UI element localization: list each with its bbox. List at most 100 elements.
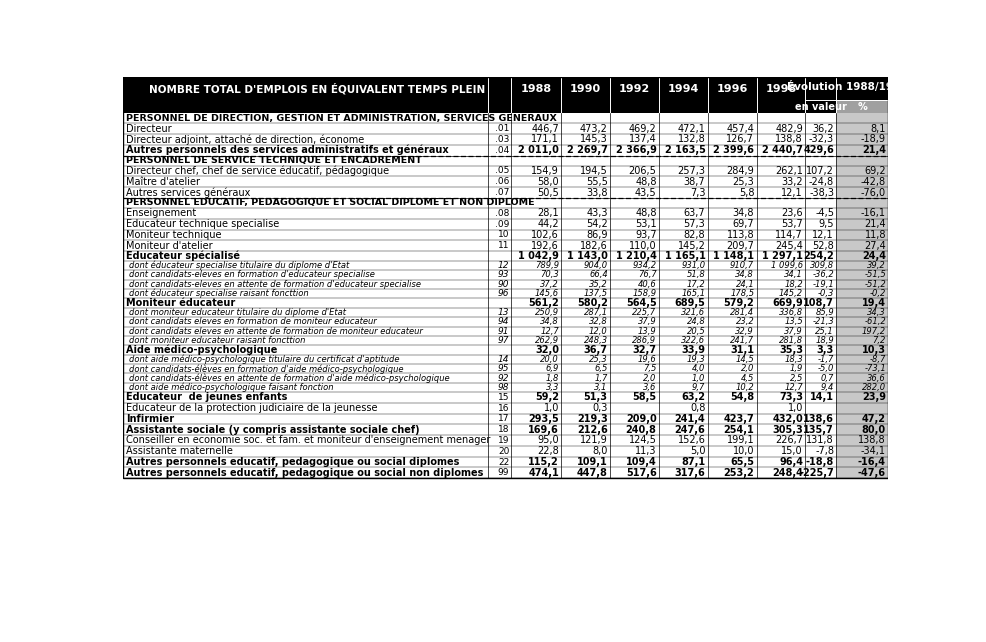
Text: 446,7: 446,7 bbox=[530, 124, 558, 134]
Text: 35,3: 35,3 bbox=[778, 345, 803, 355]
Bar bbox=[123, 229, 887, 240]
Text: 47,2: 47,2 bbox=[861, 414, 885, 424]
Text: 473,2: 473,2 bbox=[580, 124, 607, 134]
Text: 17: 17 bbox=[497, 415, 509, 424]
Text: 3,3: 3,3 bbox=[545, 383, 558, 392]
Text: 253,2: 253,2 bbox=[723, 468, 753, 478]
Text: -16,1: -16,1 bbox=[860, 209, 885, 218]
Text: -36,2: -36,2 bbox=[811, 270, 833, 279]
Text: 17,2: 17,2 bbox=[686, 280, 705, 289]
Text: -7,8: -7,8 bbox=[814, 446, 833, 456]
Bar bbox=[123, 279, 887, 289]
Text: 305,3: 305,3 bbox=[771, 425, 803, 435]
Text: 76,7: 76,7 bbox=[637, 270, 656, 279]
Text: 38,7: 38,7 bbox=[683, 177, 705, 187]
Text: 40,6: 40,6 bbox=[637, 280, 656, 289]
Text: 178,5: 178,5 bbox=[730, 289, 753, 298]
Text: 96: 96 bbox=[497, 289, 509, 298]
Text: 3,3: 3,3 bbox=[816, 345, 833, 355]
Text: 2 440,7: 2 440,7 bbox=[761, 145, 803, 155]
Text: 4,0: 4,0 bbox=[691, 365, 705, 374]
Text: 13,5: 13,5 bbox=[784, 317, 803, 326]
Text: 254,1: 254,1 bbox=[723, 425, 753, 435]
Text: 1,7: 1,7 bbox=[594, 374, 607, 383]
Text: 0,3: 0,3 bbox=[592, 403, 607, 413]
Text: Directeur chef, chef de service éducatif, pédagogique: Directeur chef, chef de service éducatif… bbox=[125, 166, 388, 177]
Text: 158,9: 158,9 bbox=[632, 289, 656, 298]
Bar bbox=[123, 155, 887, 166]
Bar bbox=[123, 77, 887, 478]
Bar bbox=[835, 317, 887, 327]
Text: 58,0: 58,0 bbox=[536, 177, 558, 187]
Bar bbox=[123, 208, 887, 219]
Bar bbox=[123, 392, 887, 403]
Text: 102,6: 102,6 bbox=[530, 230, 558, 240]
Text: -51,2: -51,2 bbox=[864, 280, 885, 289]
Text: 10,3: 10,3 bbox=[861, 345, 885, 355]
Text: -4,5: -4,5 bbox=[814, 209, 833, 218]
Text: .04: .04 bbox=[495, 146, 509, 155]
Text: 50,5: 50,5 bbox=[536, 187, 558, 198]
Text: 25,3: 25,3 bbox=[589, 355, 607, 364]
Text: 209,7: 209,7 bbox=[726, 241, 753, 250]
Text: 282,0: 282,0 bbox=[861, 383, 885, 392]
Text: -5,0: -5,0 bbox=[816, 365, 833, 374]
Text: 12,7: 12,7 bbox=[539, 327, 558, 336]
Text: 98: 98 bbox=[497, 383, 509, 392]
Bar bbox=[123, 166, 887, 177]
Text: 423,7: 423,7 bbox=[723, 414, 753, 424]
Text: 18: 18 bbox=[497, 425, 509, 434]
Text: 48,8: 48,8 bbox=[634, 177, 656, 187]
Text: 2 269,7: 2 269,7 bbox=[566, 145, 607, 155]
Text: 12,1: 12,1 bbox=[811, 230, 833, 240]
Text: 145,6: 145,6 bbox=[534, 289, 558, 298]
Bar bbox=[835, 456, 887, 467]
Bar bbox=[835, 219, 887, 229]
Bar bbox=[123, 383, 887, 392]
Text: -24,8: -24,8 bbox=[809, 177, 833, 187]
Text: 1,8: 1,8 bbox=[545, 374, 558, 383]
Text: 55,5: 55,5 bbox=[586, 177, 607, 187]
Text: 80,0: 80,0 bbox=[861, 425, 885, 435]
Text: dont moniteur educateur raisant foncttion: dont moniteur educateur raisant foncttio… bbox=[128, 336, 305, 345]
Text: 248,4: 248,4 bbox=[771, 468, 803, 478]
Text: 66,4: 66,4 bbox=[589, 270, 607, 279]
Text: PERSONNEL DE DIRECTION, GESTION ET ADMINISTRATION, SERVICES GENERAUX: PERSONNEL DE DIRECTION, GESTION ET ADMIN… bbox=[125, 114, 556, 123]
Text: 469,2: 469,2 bbox=[628, 124, 656, 134]
Text: 209,0: 209,0 bbox=[625, 414, 656, 424]
Text: 284,9: 284,9 bbox=[726, 166, 753, 176]
Text: -61,2: -61,2 bbox=[864, 317, 885, 326]
Text: 429,6: 429,6 bbox=[803, 145, 833, 155]
Text: 24,8: 24,8 bbox=[686, 317, 705, 326]
Text: 94: 94 bbox=[497, 317, 509, 326]
Text: -19,1: -19,1 bbox=[811, 280, 833, 289]
Text: Educateur technique specialise: Educateur technique specialise bbox=[125, 219, 279, 229]
Text: -18,8: -18,8 bbox=[805, 457, 833, 467]
Text: 44,2: 44,2 bbox=[536, 219, 558, 229]
Bar bbox=[123, 123, 887, 134]
Text: 138,8: 138,8 bbox=[775, 134, 803, 144]
Text: 1,0: 1,0 bbox=[543, 403, 558, 413]
Bar bbox=[835, 270, 887, 279]
Text: 32,7: 32,7 bbox=[632, 345, 656, 355]
Text: 1 165,1: 1 165,1 bbox=[664, 251, 705, 261]
Text: 1994: 1994 bbox=[667, 83, 698, 94]
Text: 154,9: 154,9 bbox=[530, 166, 558, 176]
Text: 2 163,5: 2 163,5 bbox=[664, 145, 705, 155]
Text: -1,7: -1,7 bbox=[816, 355, 833, 364]
Text: -34,1: -34,1 bbox=[860, 446, 885, 456]
Text: 199,1: 199,1 bbox=[726, 435, 753, 446]
Text: 1,9: 1,9 bbox=[789, 365, 803, 374]
Text: 7,5: 7,5 bbox=[643, 365, 656, 374]
Text: 286,9: 286,9 bbox=[632, 336, 656, 345]
Bar bbox=[123, 187, 887, 198]
Text: -76,0: -76,0 bbox=[860, 187, 885, 198]
Text: 13,9: 13,9 bbox=[637, 327, 656, 336]
Text: 169,6: 169,6 bbox=[528, 425, 558, 435]
Text: Enseignement: Enseignement bbox=[125, 209, 196, 218]
Text: 34,8: 34,8 bbox=[732, 209, 753, 218]
Text: en valeur: en valeur bbox=[794, 101, 846, 112]
Bar bbox=[835, 424, 887, 435]
Text: 109,4: 109,4 bbox=[625, 457, 656, 467]
Text: 1996: 1996 bbox=[716, 83, 747, 94]
